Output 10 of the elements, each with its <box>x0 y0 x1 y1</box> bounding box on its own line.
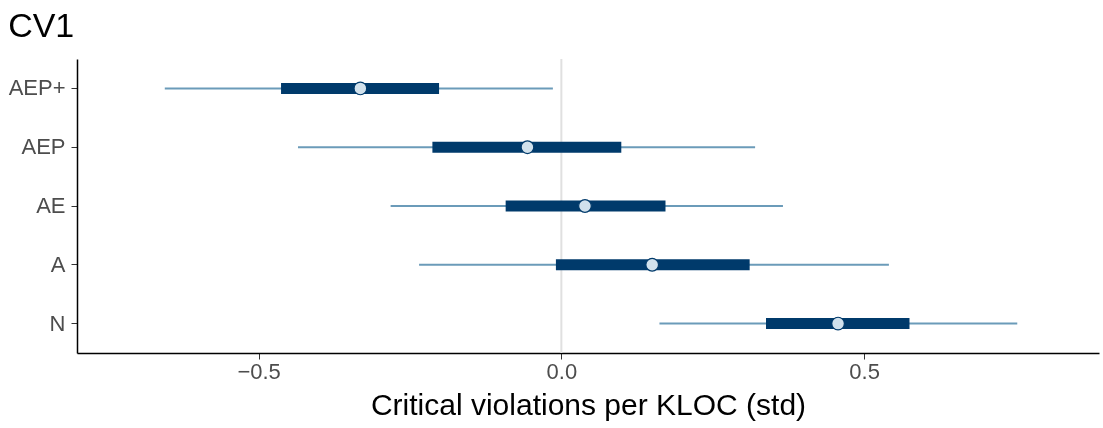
x-axis-title: Critical violations per KLOC (std) <box>370 387 807 421</box>
x-tick-label: 0.5 <box>849 358 880 384</box>
x-tick-label: 0.0 <box>546 358 578 384</box>
y-tick-label: AEP <box>21 134 66 160</box>
y-tick-label: AE <box>36 193 66 218</box>
y-tick-label: N <box>49 310 66 336</box>
chart-title: CV1 <box>8 6 75 44</box>
x-tick-label: −0.5 <box>237 358 281 384</box>
y-tick-label: A <box>50 251 66 277</box>
y-tick-label: AEP+ <box>8 75 66 101</box>
